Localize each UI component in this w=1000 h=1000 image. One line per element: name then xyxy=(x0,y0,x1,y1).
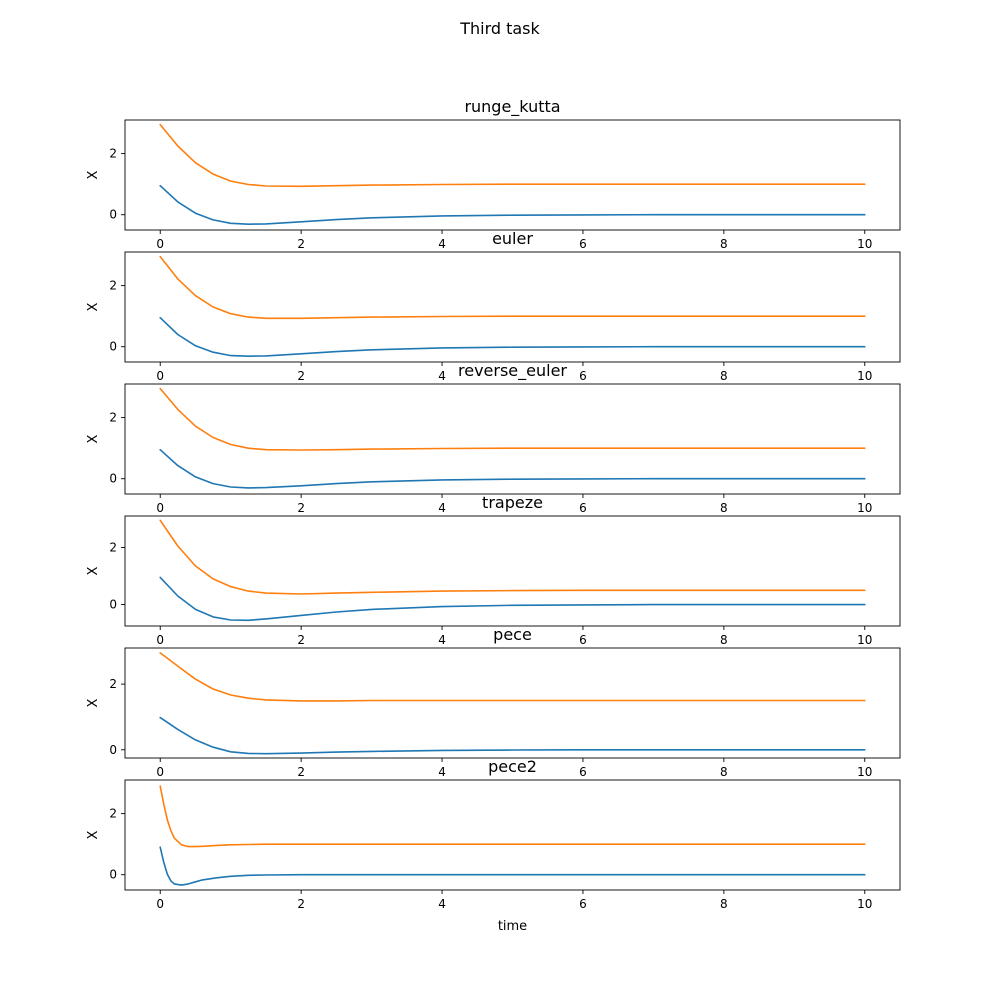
series-line-2 xyxy=(159,652,866,702)
x-tick-label: 8 xyxy=(720,765,728,779)
y-tick-label: 0 xyxy=(109,340,117,354)
x-tick-label: 0 xyxy=(156,765,164,779)
x-tick-label: 10 xyxy=(857,369,872,383)
axes-frame xyxy=(124,779,901,891)
x-tick-label: 2 xyxy=(297,369,305,383)
x-tick-label: 4 xyxy=(438,501,446,515)
x-axis-label: time xyxy=(498,919,527,934)
series-line-2 xyxy=(159,387,866,451)
x-tick-label: 6 xyxy=(579,765,587,779)
x-tick-label: 6 xyxy=(579,369,587,383)
y-axis-label: X xyxy=(86,434,101,443)
x-tick-label: 2 xyxy=(297,501,305,515)
y-axis-label: X xyxy=(86,302,101,311)
subplot-reverse-euler: 0 2 4 6 8 10 0 2 reverse_euler X xyxy=(86,361,901,515)
subplots: 0 2 4 6 8 10 0 2 runge_kutta X 0 2 4 6 8 10 0 2 euler X 0 2 4 6… xyxy=(86,97,901,934)
x-tick-label: 0 xyxy=(156,633,164,647)
series-line-1 xyxy=(159,716,866,755)
x-tick-label: 6 xyxy=(579,501,587,515)
x-tick-label: 6 xyxy=(579,897,587,911)
x-tick-label: 8 xyxy=(720,369,728,383)
subplot-title: euler xyxy=(492,229,533,248)
x-tick-label: 8 xyxy=(720,897,728,911)
y-tick-label: 2 xyxy=(109,147,117,161)
subplot-pece: 0 2 4 6 8 10 0 2 pece X xyxy=(86,625,901,779)
y-tick-label: 0 xyxy=(109,743,117,757)
x-tick-label: 4 xyxy=(438,897,446,911)
y-tick-label: 0 xyxy=(109,598,117,612)
x-tick-label: 4 xyxy=(438,633,446,647)
x-tick-label: 0 xyxy=(156,369,164,383)
x-tick-label: 10 xyxy=(857,501,872,515)
subplot-title: runge_kutta xyxy=(464,97,560,117)
axes-frame xyxy=(124,251,901,363)
series-line-2 xyxy=(159,123,866,188)
y-tick-label: 2 xyxy=(109,279,117,293)
y-tick-label: 2 xyxy=(109,807,117,821)
x-tick-label: 4 xyxy=(438,237,446,251)
subplot-runge-kutta: 0 2 4 6 8 10 0 2 runge_kutta X xyxy=(86,97,901,251)
subplot-title: trapeze xyxy=(482,493,543,512)
x-tick-label: 2 xyxy=(297,765,305,779)
figure-title: Third task xyxy=(459,19,540,38)
x-tick-label: 10 xyxy=(857,765,872,779)
series-line-1 xyxy=(159,448,866,489)
x-tick-label: 4 xyxy=(438,369,446,383)
x-tick-label: 6 xyxy=(579,237,587,251)
series-line-2 xyxy=(159,785,866,848)
y-axis-label: X xyxy=(86,698,101,707)
series-line-2 xyxy=(159,255,866,320)
x-tick-label: 4 xyxy=(438,765,446,779)
subplot-title: reverse_euler xyxy=(458,361,567,381)
y-axis-label: X xyxy=(86,566,101,575)
axes-frame xyxy=(124,383,901,495)
series-line-1 xyxy=(159,184,866,225)
x-tick-label: 2 xyxy=(297,237,305,251)
x-tick-label: 8 xyxy=(720,237,728,251)
y-axis-label: X xyxy=(86,830,101,839)
subplot-title: pece2 xyxy=(488,757,537,776)
x-tick-label: 8 xyxy=(720,501,728,515)
y-tick-label: 0 xyxy=(109,208,117,222)
axes-frame xyxy=(124,119,901,231)
x-tick-label: 10 xyxy=(857,633,872,647)
x-tick-label: 0 xyxy=(156,501,164,515)
y-axis-label: X xyxy=(86,170,101,179)
x-tick-label: 2 xyxy=(297,897,305,911)
y-tick-label: 2 xyxy=(109,411,117,425)
y-tick-label: 0 xyxy=(109,868,117,882)
subplot-trapeze: 0 2 4 6 8 10 0 2 trapeze X xyxy=(86,493,901,647)
subplot-title: pece xyxy=(493,625,532,644)
x-tick-label: 0 xyxy=(156,897,164,911)
x-tick-label: 2 xyxy=(297,633,305,647)
subplot-euler: 0 2 4 6 8 10 0 2 euler X xyxy=(86,229,901,383)
x-tick-label: 0 xyxy=(156,237,164,251)
x-tick-label: 10 xyxy=(857,237,872,251)
series-line-1 xyxy=(159,316,866,357)
axes-frame xyxy=(124,515,901,627)
y-tick-label: 2 xyxy=(109,677,117,691)
x-tick-label: 8 xyxy=(720,633,728,647)
y-tick-label: 0 xyxy=(109,472,117,486)
x-tick-label: 6 xyxy=(579,633,587,647)
series-line-2 xyxy=(159,519,866,595)
series-line-1 xyxy=(159,846,866,886)
x-tick-label: 10 xyxy=(857,897,872,911)
series-line-1 xyxy=(159,576,866,622)
axes-frame xyxy=(124,647,901,759)
y-tick-label: 2 xyxy=(109,540,117,554)
